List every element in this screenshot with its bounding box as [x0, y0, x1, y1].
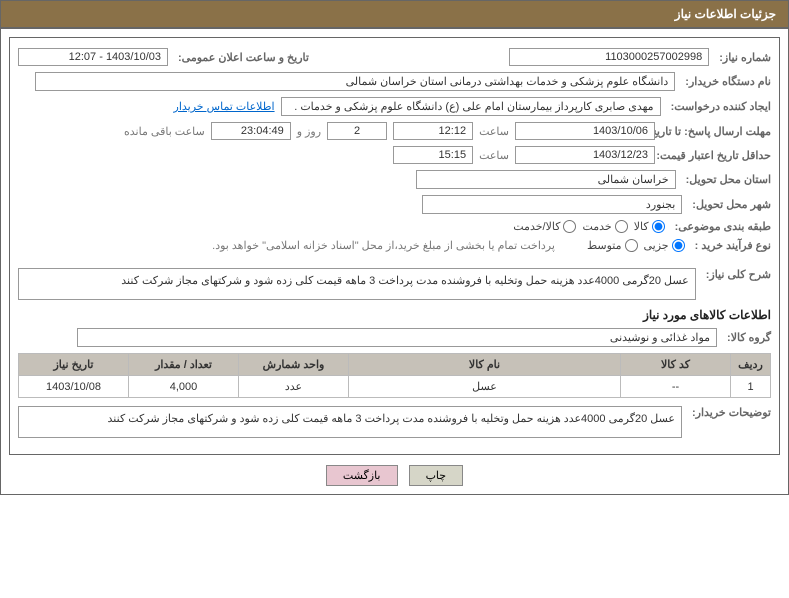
details-frame: شماره نیاز: 1103000257002998 تاریخ و ساع… — [9, 37, 780, 455]
radio-both-input[interactable] — [563, 220, 576, 233]
radio-goods-label: کالا — [634, 220, 649, 233]
th-code: کد کالا — [621, 354, 731, 376]
cell-code: -- — [621, 376, 731, 398]
section-items-title: اطلاعات کالاهای مورد نیاز — [18, 308, 771, 322]
value-need-desc: عسل 20گرمی 4000عدد هزینه حمل وتخلیه با ف… — [18, 268, 696, 300]
radio-service[interactable]: خدمت — [582, 220, 627, 233]
value-city: بجنورد — [422, 195, 682, 214]
label-category: طبقه بندی موضوعی: — [671, 220, 771, 233]
payment-note: پرداخت تمام یا بخشی از مبلغ خرید،از محل … — [212, 239, 555, 252]
outer-frame: شماره نیاز: 1103000257002998 تاریخ و ساع… — [0, 28, 789, 495]
value-buyer-notes: عسل 20گرمی 4000عدد هزینه حمل وتخلیه با ف… — [18, 406, 682, 438]
panel-title: جزئیات اطلاعات نیاز — [675, 7, 776, 21]
label-buyer-notes: توضیحات خریدار: — [688, 406, 771, 419]
print-button[interactable]: چاپ — [409, 465, 464, 486]
label-remaining: ساعت باقی مانده — [124, 125, 205, 138]
value-reply-date: 1403/10/06 — [515, 122, 655, 140]
value-reply-time: 12:12 — [393, 122, 473, 140]
radio-medium-input[interactable] — [625, 239, 638, 252]
radio-both[interactable]: کالا/خدمت — [513, 220, 576, 233]
buyer-contact-link[interactable]: اطلاعات تماس خریدار — [174, 100, 275, 113]
value-validity-time: 15:15 — [393, 146, 473, 164]
value-remaining-time: 23:04:49 — [211, 122, 291, 140]
cell-row: 1 — [731, 376, 771, 398]
label-min-validity: حداقل تاریخ اعتبار قیمت: تا تاریخ: — [661, 149, 771, 162]
value-validity-date: 1403/12/23 — [515, 146, 655, 164]
radio-medium[interactable]: متوسط — [587, 239, 638, 252]
value-need-no: 1103000257002998 — [509, 48, 709, 66]
th-need-date: تاریخ نیاز — [19, 354, 129, 376]
value-group: مواد غذائی و نوشیدنی — [77, 328, 717, 347]
radio-medium-label: متوسط — [587, 239, 622, 252]
label-group: گروه کالا: — [723, 331, 771, 344]
label-requester: ایجاد کننده درخواست: — [667, 100, 771, 113]
radio-service-input[interactable] — [615, 220, 628, 233]
radio-partial-input[interactable] — [672, 239, 685, 252]
footer-buttons: چاپ بازگشت — [9, 465, 780, 486]
label-process-type: نوع فرآیند خرید : — [691, 239, 771, 252]
cell-qty: 4,000 — [129, 376, 239, 398]
table-row: 1 -- عسل عدد 4,000 1403/10/08 — [19, 376, 771, 398]
label-buyer-org: نام دستگاه خریدار: — [681, 75, 771, 88]
value-province: خراسان شمالی — [416, 170, 676, 189]
th-row: ردیف — [731, 354, 771, 376]
radio-goods-input[interactable] — [652, 220, 665, 233]
th-unit: واحد شمارش — [239, 354, 349, 376]
panel-header: جزئیات اطلاعات نیاز — [0, 0, 789, 28]
value-announce-dt: 1403/10/03 - 12:07 — [18, 48, 168, 66]
items-table: ردیف کد کالا نام کالا واحد شمارش تعداد /… — [18, 353, 771, 398]
value-requester: مهدی صابری کارپرداز بیمارستان امام علی (… — [281, 97, 661, 116]
label-days-and: روز و — [297, 125, 321, 138]
th-qty: تعداد / مقدار — [129, 354, 239, 376]
value-remaining-days: 2 — [327, 122, 387, 140]
cell-need-date: 1403/10/08 — [19, 376, 129, 398]
radio-service-label: خدمت — [582, 220, 611, 233]
label-need-desc: شرح کلی نیاز: — [702, 268, 771, 281]
th-name: نام کالا — [349, 354, 621, 376]
label-hour-2: ساعت — [479, 149, 509, 162]
radio-partial[interactable]: جزیی — [644, 239, 685, 252]
radio-both-label: کالا/خدمت — [513, 220, 560, 233]
value-buyer-org: دانشگاه علوم پزشکی و خدمات بهداشتی درمان… — [35, 72, 675, 91]
label-city: شهر محل تحویل: — [688, 198, 771, 211]
label-hour-1: ساعت — [479, 125, 509, 138]
back-button[interactable]: بازگشت — [326, 465, 398, 486]
cell-unit: عدد — [239, 376, 349, 398]
label-province: استان محل تحویل: — [682, 173, 771, 186]
label-reply-deadline: مهلت ارسال پاسخ: تا تاریخ: — [661, 125, 771, 138]
radio-goods[interactable]: کالا — [634, 220, 665, 233]
radio-partial-label: جزیی — [644, 239, 669, 252]
label-announce-dt: تاریخ و ساعت اعلان عمومی: — [174, 51, 309, 64]
label-need-no: شماره نیاز: — [715, 51, 771, 64]
cell-name: عسل — [349, 376, 621, 398]
